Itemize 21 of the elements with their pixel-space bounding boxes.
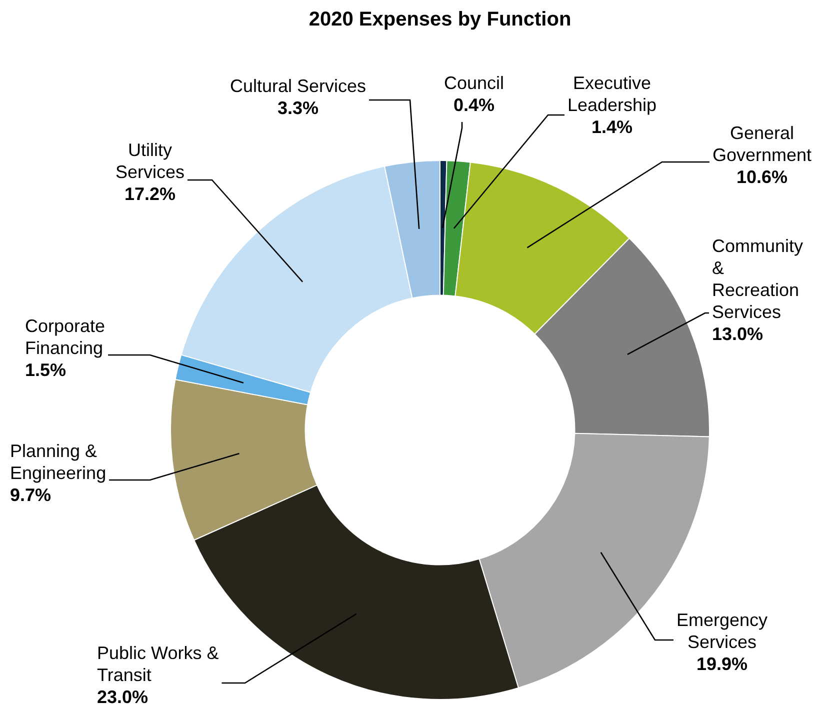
slice-label: Public Works & Transit <box>97 642 219 685</box>
slice-label: Emergency Services <box>676 610 768 652</box>
data-label: 9.7% <box>10 484 52 505</box>
slice-label: General Government <box>712 122 812 165</box>
slice-label: Utility Services <box>115 140 185 182</box>
data-label: 19.9% <box>696 654 748 674</box>
data-label: 0.4% <box>453 94 495 115</box>
data-label: 3.3% <box>277 98 319 118</box>
slice-label: Corporate Financing <box>25 316 106 358</box>
data-label: 10.6% <box>736 166 788 187</box>
chart-title: 2020 Expenses by Function <box>308 8 572 31</box>
data-label: 1.5% <box>25 360 66 380</box>
slice-label: Community & Recreation Services <box>712 236 804 322</box>
data-label: 17.2% <box>124 184 176 204</box>
slice-label: Executive Leadership <box>567 72 657 115</box>
data-label: 13.0% <box>712 324 764 344</box>
slice-label: Council <box>444 72 504 93</box>
slice-label: Cultural Services <box>230 76 366 96</box>
slice-label: Planning & Engineering <box>10 440 106 483</box>
data-label: 1.4% <box>591 116 633 137</box>
data-label: 23.0% <box>97 686 148 707</box>
